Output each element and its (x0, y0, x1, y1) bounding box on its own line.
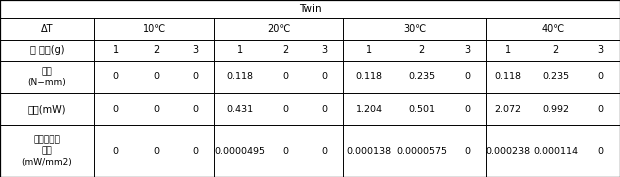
Text: 용 질량(g): 용 질량(g) (30, 45, 64, 55)
Text: 0: 0 (154, 72, 159, 81)
Text: 40℃: 40℃ (541, 24, 565, 34)
Text: 0: 0 (464, 105, 470, 114)
Text: Twin: Twin (299, 4, 321, 14)
Text: 0.501: 0.501 (408, 105, 435, 114)
Text: 0: 0 (321, 72, 327, 81)
Text: 0: 0 (598, 72, 604, 81)
Text: 0: 0 (283, 147, 288, 156)
Text: 1: 1 (113, 45, 119, 55)
Text: 0.000238: 0.000238 (485, 147, 530, 156)
Text: 0: 0 (192, 147, 198, 156)
Text: 0.0000575: 0.0000575 (396, 147, 447, 156)
Text: 0: 0 (283, 72, 288, 81)
Text: 1.204: 1.204 (356, 105, 383, 114)
Text: 0.118: 0.118 (356, 72, 383, 81)
Text: 0: 0 (154, 105, 159, 114)
Text: 단위면적당
출력
(mW/mm2): 단위면적당 출력 (mW/mm2) (22, 136, 73, 167)
Text: 0.000138: 0.000138 (347, 147, 392, 156)
Text: ΔT: ΔT (41, 24, 53, 34)
Text: 0: 0 (192, 72, 198, 81)
Text: 0: 0 (321, 105, 327, 114)
Text: 2: 2 (283, 45, 289, 55)
Text: 0.118: 0.118 (494, 72, 521, 81)
Text: 0: 0 (464, 147, 470, 156)
Text: 30℃: 30℃ (403, 24, 426, 34)
Text: 3: 3 (321, 45, 327, 55)
Text: 0.431: 0.431 (227, 105, 254, 114)
Text: 0: 0 (113, 147, 119, 156)
Text: 1: 1 (237, 45, 243, 55)
Text: 0: 0 (154, 147, 159, 156)
Text: 0: 0 (598, 105, 604, 114)
Text: 2: 2 (552, 45, 559, 55)
Text: 0.235: 0.235 (542, 72, 569, 81)
Text: 0: 0 (283, 105, 288, 114)
Text: 0: 0 (113, 72, 119, 81)
Text: 10℃: 10℃ (143, 24, 166, 34)
Text: 20℃: 20℃ (267, 24, 290, 34)
Text: 0.235: 0.235 (408, 72, 435, 81)
Text: 0: 0 (192, 105, 198, 114)
Text: 1: 1 (505, 45, 511, 55)
Text: 0: 0 (464, 72, 470, 81)
Text: 0: 0 (113, 105, 119, 114)
Text: 0.118: 0.118 (227, 72, 254, 81)
Text: 3: 3 (598, 45, 604, 55)
Text: 2: 2 (153, 45, 160, 55)
Text: 1: 1 (366, 45, 373, 55)
Text: 0.992: 0.992 (542, 105, 569, 114)
Text: 0: 0 (321, 147, 327, 156)
Text: 0: 0 (598, 147, 604, 156)
Text: 0.0000495: 0.0000495 (215, 147, 266, 156)
Text: 3: 3 (464, 45, 470, 55)
Text: 토크
(N−mm): 토크 (N−mm) (28, 67, 66, 87)
Text: 3: 3 (192, 45, 198, 55)
Text: 2: 2 (418, 45, 425, 55)
Text: 0.000114: 0.000114 (533, 147, 578, 156)
Text: 출력(mW): 출력(mW) (28, 104, 66, 114)
Text: 2.072: 2.072 (494, 105, 521, 114)
